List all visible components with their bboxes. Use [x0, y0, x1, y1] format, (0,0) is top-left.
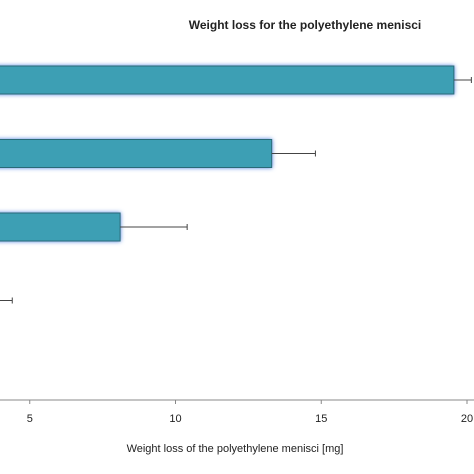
x-tick-label: 20 [461, 413, 473, 425]
error-bar [0, 297, 13, 304]
bar [0, 139, 273, 168]
x-tick-label: 10 [169, 413, 181, 425]
bar [0, 65, 455, 95]
error-bar [453, 77, 472, 83]
error-bar [120, 224, 188, 230]
x-axis-title: Weight loss of the polyethylene menisci … [127, 443, 344, 455]
error-bar [271, 150, 316, 157]
x-tick-label: 5 [27, 413, 33, 425]
bar [0, 212, 121, 242]
chart-title: Weight loss for the polyethylene menisci [189, 18, 422, 32]
x-tick-label: 15 [315, 413, 327, 425]
